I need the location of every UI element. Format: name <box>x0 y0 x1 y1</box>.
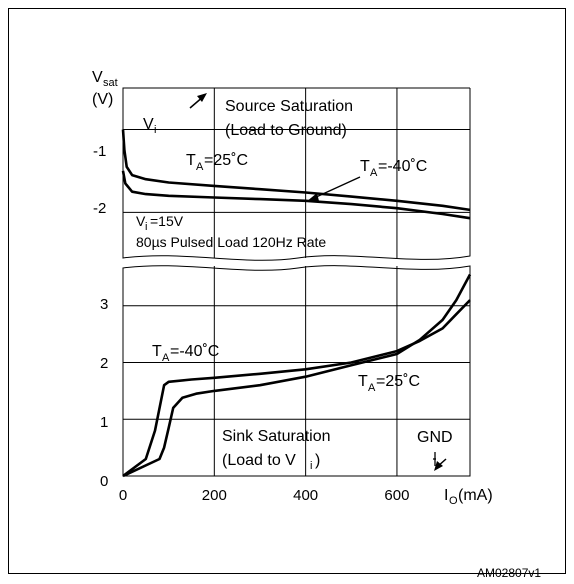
svg-text:A: A <box>162 352 170 364</box>
source-y-tick-1: -1 <box>93 143 106 160</box>
svg-text:=-40˚C: =-40˚C <box>170 343 219 360</box>
source-panel: -1 -2 V i Source Saturation (Load to Gro… <box>93 87 471 261</box>
sink-y-tick-1: 1 <box>100 414 108 431</box>
gnd-label: GND <box>417 429 453 446</box>
sink-grid <box>123 266 470 476</box>
figure-frame <box>8 8 566 574</box>
svg-text:T: T <box>358 373 368 390</box>
svg-text:O: O <box>449 495 458 507</box>
y-axis-subscript: sat <box>103 77 118 89</box>
x-tick-1: 200 <box>202 487 227 504</box>
source-panel-border <box>122 87 471 261</box>
svg-text:=25˚C: =25˚C <box>376 373 420 390</box>
source-input-subscript: i <box>154 124 156 136</box>
source-label-minus40c: T A =-40˚C <box>360 158 427 179</box>
sink-series-1 <box>122 273 472 478</box>
y-axis-unit: (V) <box>92 91 113 108</box>
svg-text:T: T <box>152 343 162 360</box>
svg-text:=15V: =15V <box>150 213 184 229</box>
source-input-arrow <box>189 93 207 109</box>
sink-panel-border <box>122 265 471 477</box>
source-label-25c: T A =25˚C <box>186 152 248 173</box>
svg-text:i: i <box>145 221 147 233</box>
sink-y-tick-0: 0 <box>100 473 108 490</box>
source-series-group <box>121 129 471 220</box>
sink-label-25c: T A =25˚C <box>358 373 420 394</box>
svg-text:=-40˚C: =-40˚C <box>378 158 427 175</box>
svg-text:T: T <box>186 152 196 169</box>
y-axis-symbol: V <box>92 69 103 86</box>
source-y-tick-2: -2 <box>93 200 106 217</box>
source-series-1 <box>121 170 471 220</box>
source-series-0 <box>121 129 471 212</box>
sink-y-tick-3: 3 <box>100 296 108 313</box>
sink-title-line2: (Load to V i ) <box>222 452 320 472</box>
figure-id: AM02807v1 <box>477 566 541 580</box>
x-tick-3: 600 <box>384 487 409 504</box>
x-axis-title: I O (mA) <box>444 487 493 507</box>
source-condition-text: V i =15V 80µs Pulsed Load 120Hz Rate <box>136 213 326 250</box>
sink-panel: 0 1 2 3 T A =-40˚C T A =25˚C Sink Satura… <box>100 265 472 490</box>
svg-text:i: i <box>310 460 312 472</box>
sink-label-minus40c: T A =-40˚C <box>152 343 219 364</box>
svg-text:): ) <box>315 452 320 469</box>
svg-text:T: T <box>360 158 370 175</box>
x-tick-2: 400 <box>293 487 318 504</box>
svg-text:A: A <box>370 167 378 179</box>
svg-text:(mA): (mA) <box>458 487 493 504</box>
source-minus40c-arrow <box>306 176 361 202</box>
source-title-line2: (Load to Ground) <box>225 122 347 139</box>
x-axis-ticks: 0 200 400 600 <box>119 487 410 504</box>
svg-text:V: V <box>136 213 146 229</box>
svg-text:(Load to V: (Load to V <box>222 452 296 469</box>
sink-title-line1: Sink Saturation <box>222 428 331 445</box>
sink-series-group <box>122 273 472 478</box>
svg-text:A: A <box>368 382 376 394</box>
source-title-line1: Source Saturation <box>225 98 353 115</box>
sink-y-tick-2: 2 <box>100 355 108 372</box>
svg-text:=25˚C: =25˚C <box>204 152 248 169</box>
svg-text:A: A <box>196 161 204 173</box>
svg-text:I: I <box>444 487 448 504</box>
gnd-arrow <box>433 452 447 471</box>
svg-text:80µs Pulsed Load 120Hz Rate: 80µs Pulsed Load 120Hz Rate <box>136 234 326 250</box>
x-tick-0: 0 <box>119 487 127 504</box>
source-input-symbol: V <box>143 116 154 133</box>
sink-series-0 <box>122 299 471 478</box>
